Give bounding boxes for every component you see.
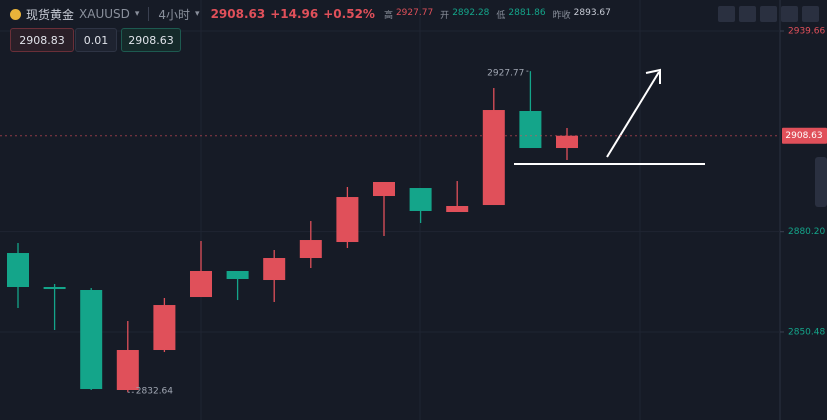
stat-value: 2893.67 bbox=[573, 7, 611, 18]
lot-input[interactable]: 0.01 bbox=[75, 28, 117, 52]
candle-body bbox=[519, 110, 542, 149]
stat-label: 开 bbox=[440, 10, 450, 21]
buy-button[interactable]: 2908.63 bbox=[121, 28, 181, 52]
candle-body bbox=[226, 271, 249, 279]
last-price-tag: 2908.63 bbox=[785, 131, 822, 141]
y-tick-label: 2939.66 bbox=[788, 27, 825, 37]
candle-body bbox=[153, 305, 176, 351]
last-price-tag-bg bbox=[782, 127, 827, 144]
candle-body bbox=[80, 290, 103, 390]
candle-body bbox=[190, 271, 212, 298]
candle-body bbox=[409, 188, 432, 211]
stat-value: 2927.77 bbox=[395, 7, 434, 18]
coin-icon bbox=[10, 8, 21, 20]
price: 2908.63 bbox=[210, 7, 266, 21]
candle-body bbox=[373, 182, 395, 197]
candle-body bbox=[116, 350, 139, 390]
stat-label: 昨收 bbox=[552, 10, 571, 21]
symbol-name[interactable]: 现货黄金 bbox=[26, 7, 75, 22]
candle-body bbox=[43, 286, 66, 290]
stat-value: 2892.28 bbox=[452, 7, 490, 18]
stat-value: 2881.86 bbox=[508, 7, 546, 18]
tool-button[interactable] bbox=[718, 6, 735, 22]
candle-body bbox=[556, 135, 578, 149]
candle-body bbox=[482, 110, 505, 206]
arrow-head bbox=[645, 68, 661, 84]
tool-button[interactable] bbox=[802, 6, 819, 22]
change: +14.96 bbox=[270, 7, 319, 21]
symbol-code[interactable]: XAUUSD bbox=[79, 7, 130, 21]
dropdown[interactable]: ▾ bbox=[134, 9, 140, 19]
interval[interactable]: 4小时 bbox=[158, 7, 191, 22]
candle-body bbox=[263, 258, 286, 281]
sell-button[interactable]: 2908.83 bbox=[10, 28, 74, 52]
separator bbox=[148, 7, 150, 21]
y-tick-label: 2880.20 bbox=[788, 227, 825, 237]
change-pct: +0.52% bbox=[323, 7, 375, 21]
candle-body bbox=[299, 240, 322, 259]
stat-label: 低 bbox=[496, 10, 506, 21]
stats: 高 2927.77 开 2892.28 低 2881.86 昨收 2893.67 bbox=[384, 8, 615, 21]
drawn-arrow bbox=[606, 71, 660, 158]
side-handle[interactable] bbox=[815, 157, 827, 207]
tool-button[interactable] bbox=[760, 6, 777, 22]
candle-body bbox=[7, 253, 29, 287]
candle-body bbox=[446, 206, 469, 213]
tool-button[interactable] bbox=[781, 6, 798, 22]
tool-button[interactable] bbox=[739, 6, 756, 22]
axis-bg bbox=[780, 0, 827, 420]
low-annotation: 2832.64 bbox=[136, 387, 173, 397]
header: 现货黄金 XAUUSD ▾ 4小时 ▾ 2908.63 +14.96 +0.52… bbox=[0, 0, 827, 28]
high-annotation: 2927.77 bbox=[487, 69, 524, 79]
toolbar bbox=[718, 6, 819, 22]
stat-label: 高 bbox=[383, 10, 393, 21]
candle-body bbox=[336, 197, 359, 243]
y-tick-label: 2850.48 bbox=[788, 327, 825, 337]
dropdown[interactable]: ▾ bbox=[195, 9, 200, 19]
